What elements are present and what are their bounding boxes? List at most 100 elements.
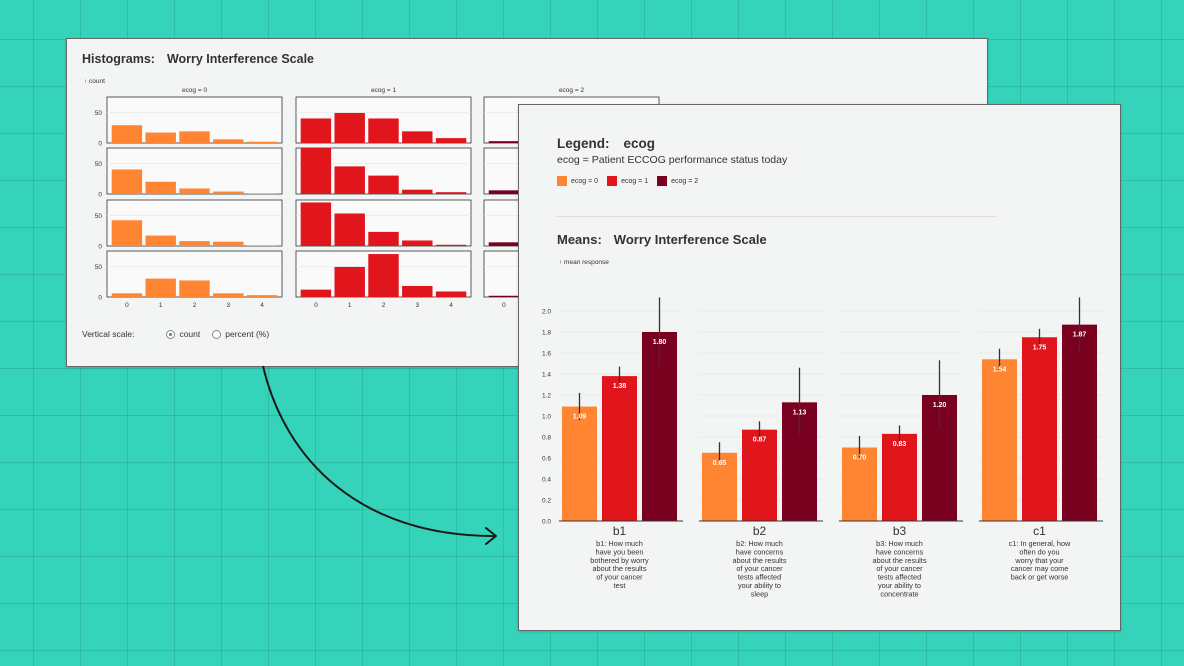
y-tick-label: 1.8 [542,330,551,337]
x-tick-label: 1 [348,302,352,309]
histogram-bar [334,166,365,194]
scale-option-count[interactable]: count [166,329,200,339]
mean-bar-c1-ecog-0 [982,359,1017,521]
group-label-b1: b1 [613,524,627,538]
y-tick-label: 0 [98,192,102,199]
histogram-bar [300,148,332,194]
legend-swatch [657,176,668,186]
data-label: 0.70 [853,455,867,462]
legend-item-ecog-0: ecog = 0 [557,176,598,186]
group-description-line: tests affected [738,573,781,582]
histogram-bar [179,241,210,246]
percent-radio[interactable] [212,329,222,339]
histogram-bar [300,289,332,297]
group-description-line: about the results [873,556,927,565]
group-label-b3: b3 [893,524,907,538]
group-description-line: back or get worse [1011,573,1069,582]
x-tick-label: 0 [314,302,318,309]
y-tick-label: 50 [95,161,103,168]
x-tick-label: 1 [159,302,163,309]
histogram-bar [179,280,210,297]
group-description-line: cancer may come [1011,564,1069,573]
mean-bar-b2-ecog-0 [702,452,737,521]
mean-bar-b3-ecog-0 [842,447,877,521]
histogram-bar [435,192,467,194]
arrow-head-icon [485,527,497,545]
group-description-line: have concerns [736,547,784,556]
group-description-line: have you been [596,547,644,556]
histogram-bar [368,254,399,297]
histogram-bar [213,191,244,194]
histogram-bar [488,242,520,246]
legend-description: ecog = Patient ECCOG performance status … [557,154,788,166]
y-tick-label: 0.4 [542,477,551,484]
scale-option-percent[interactable]: percent (%) [212,329,269,339]
legend-swatch [557,176,567,186]
means-chart: 0.0 0.2 0.4 0.6 0.8 1.0 1.2 1.4 1.6 1.8 2.0 1.09 1.3… [542,297,1103,598]
histogram-bar [334,112,365,143]
data-label: 1.09 [573,414,587,421]
group-description-line: of your cancer [596,573,643,582]
mean-bar-b2-ecog-1 [742,429,777,521]
data-label: 1.38 [613,383,627,390]
legend-item-ecog-1: ecog = 1 [607,176,648,186]
y-tick-label: 0 [98,244,102,251]
histograms-y-axis-label: ↑ count [84,78,105,85]
histogram-bar [246,245,278,246]
y-tick-label: 50 [95,264,103,271]
histogram-bar [435,244,467,246]
group-label-b2: b2 [753,524,767,538]
x-tick-label: 4 [449,302,453,309]
y-tick-label: 1.6 [542,351,551,358]
data-label: 1.13 [793,409,807,416]
data-label: 1.20 [933,402,947,409]
group-description-line: about the results [593,564,647,573]
data-label: 1.75 [1033,344,1047,351]
vertical-scale-label: Vertical scale: [82,329,135,339]
y-tick-label: 0.8 [542,435,551,442]
group-description-line: your ability to [878,581,921,590]
histogram-bar [145,235,176,246]
group-description-line: tests affected [878,573,921,582]
facet-label: ecog = 1 [371,87,397,94]
y-tick-label: 50 [95,213,103,220]
facet-label: ecog = 0 [182,87,208,94]
histogram-bar [111,125,143,143]
group-description-line: of your cancer [736,564,783,573]
y-tick-label: 0 [98,295,102,302]
histogram-bar [213,241,244,246]
histogram-bar [402,189,433,194]
histogram-bar [488,295,520,297]
y-tick-label: 1.2 [542,393,551,400]
y-tick-label: 0.6 [542,456,551,463]
histogram-bar [246,141,278,143]
x-tick-label: 2 [382,302,386,309]
x-tick-label: 0 [125,302,129,309]
arrow-curve [262,365,495,537]
histogram-bar [402,131,433,143]
x-tick-label: 4 [260,302,264,309]
y-tick-label: 2.0 [542,309,551,316]
group-description-line: bothered by worry [590,556,649,565]
group-description-line: worry that your [1014,556,1064,565]
group-description-line: your ability to [738,581,781,590]
group-label-c1: c1 [1033,524,1046,538]
histogram-bar [368,118,399,143]
histogram-bar [145,278,176,297]
legend-item-ecog-2: ecog = 2 [657,176,698,186]
group-description-line: test [614,581,626,590]
histogram-bar [368,231,399,246]
x-tick-label: 3 [226,302,230,309]
count-radio[interactable] [166,329,176,339]
y-tick-label: 1.4 [542,372,551,379]
means-title: Means: Worry Interference Scale [557,232,767,247]
mean-bar-b1-ecog-0 [562,406,597,521]
group-description-line: about the results [733,556,787,565]
histogram-bar [402,240,433,246]
histogram-bar [402,285,433,297]
means-panel: Legend: ecog ecog = Patient ECCOG perform… [518,104,1121,631]
y-tick-label: 0 [98,141,102,148]
histogram-bar [111,169,143,194]
x-tick-label: 2 [193,302,197,309]
histogram-bar [334,266,365,297]
